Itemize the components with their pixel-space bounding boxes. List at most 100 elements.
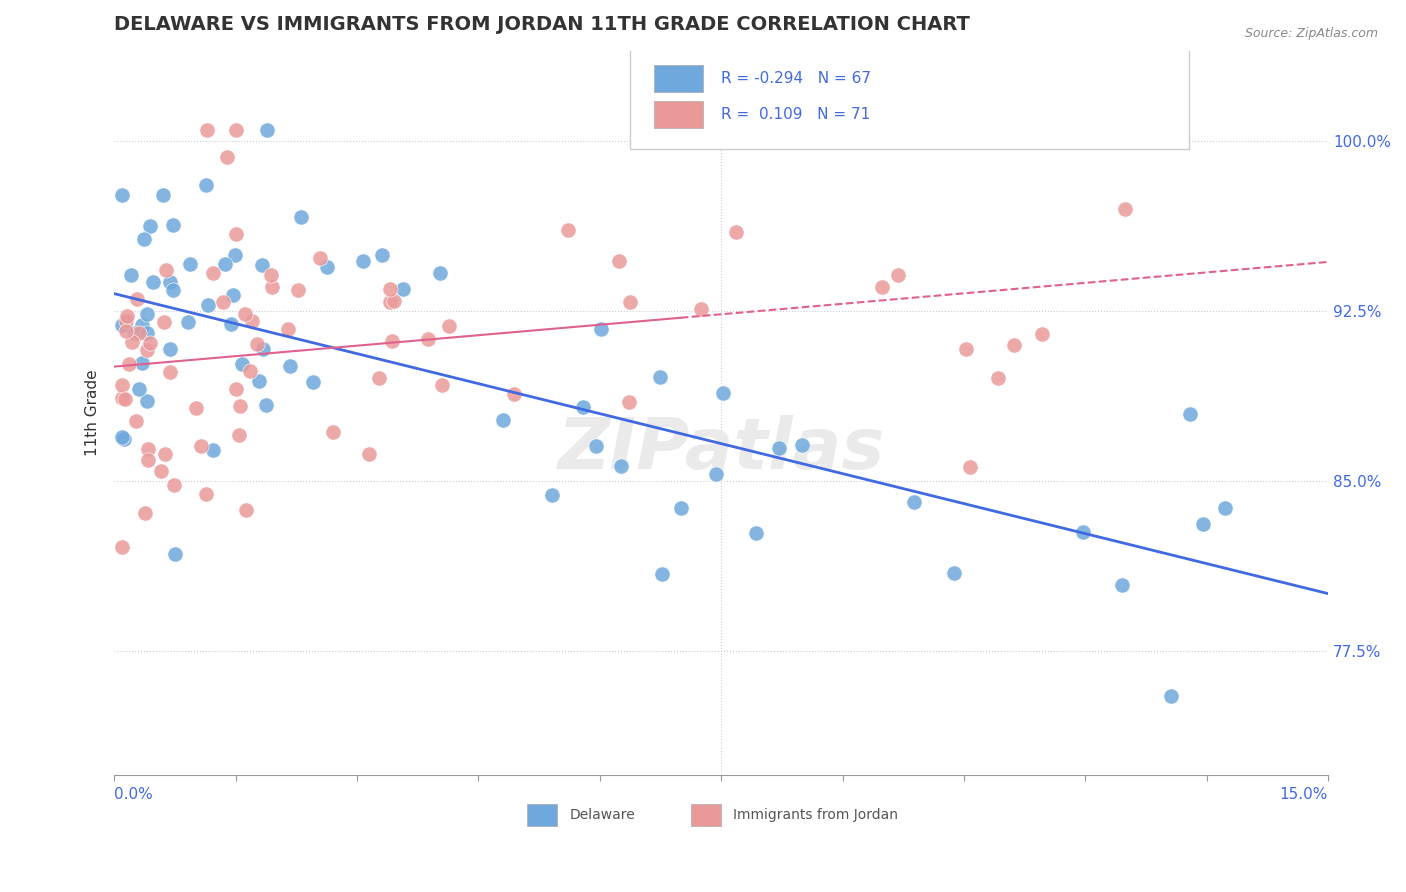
Point [619, 395, 641, 409]
Point [648, 369, 671, 384]
Text: R =  0.109   N = 71: R = 0.109 N = 71 [721, 107, 870, 122]
Point [159, 275, 181, 289]
Point [240, 314, 263, 328]
FancyBboxPatch shape [690, 805, 721, 826]
Point [111, 377, 134, 392]
Point [430, 378, 453, 392]
FancyBboxPatch shape [630, 47, 1188, 149]
Point [1160, 689, 1182, 703]
Point [111, 541, 134, 555]
Point [690, 302, 713, 317]
FancyBboxPatch shape [527, 805, 557, 826]
Point [115, 324, 138, 338]
Point [135, 394, 157, 409]
Point [235, 503, 257, 517]
Point [225, 227, 247, 241]
Point [370, 248, 392, 262]
Point [159, 365, 181, 379]
Point [177, 315, 200, 329]
Point [357, 447, 380, 461]
Point [1213, 500, 1236, 515]
Point [120, 268, 142, 282]
Point [150, 464, 173, 478]
Point [163, 547, 186, 561]
Point [118, 357, 141, 371]
Point [114, 392, 136, 407]
Point [309, 251, 332, 265]
Point [197, 298, 219, 312]
Point [111, 392, 134, 406]
Point [134, 232, 156, 246]
Point [128, 326, 150, 340]
Point [1180, 407, 1202, 421]
Point [706, 467, 728, 481]
Point [195, 123, 218, 137]
Point [231, 358, 253, 372]
Point [619, 294, 641, 309]
Point [179, 257, 201, 271]
Point [671, 501, 693, 516]
Point [136, 442, 159, 457]
Point [277, 322, 299, 336]
Point [381, 334, 404, 348]
Point [121, 335, 143, 350]
Point [1114, 202, 1136, 216]
Point [368, 371, 391, 385]
Point [987, 371, 1010, 385]
Point [870, 280, 893, 294]
Point [115, 309, 138, 323]
Point [249, 374, 271, 388]
Point [238, 364, 260, 378]
Point [124, 414, 146, 428]
Point [429, 266, 451, 280]
Point [139, 219, 162, 234]
Point [159, 342, 181, 356]
Point [290, 211, 312, 225]
Point [745, 526, 768, 541]
FancyBboxPatch shape [654, 64, 703, 92]
Point [418, 332, 440, 346]
Point [131, 318, 153, 332]
Point [111, 430, 134, 444]
Point [225, 383, 247, 397]
Point [278, 359, 301, 373]
Point [222, 288, 245, 302]
Point [591, 321, 613, 335]
Point [136, 326, 159, 341]
Point [194, 486, 217, 500]
Point [1192, 517, 1215, 532]
Point [217, 150, 239, 164]
Point [380, 282, 402, 296]
Point [153, 315, 176, 329]
Point [651, 566, 673, 581]
Point [224, 248, 246, 262]
Point [609, 254, 631, 268]
Point [287, 283, 309, 297]
Text: Delaware: Delaware [569, 808, 636, 822]
Point [225, 123, 247, 137]
Point [190, 439, 212, 453]
Point [439, 318, 461, 333]
Point [131, 355, 153, 369]
Point [316, 260, 339, 274]
Point [250, 258, 273, 272]
Text: ZIPatlas: ZIPatlas [557, 415, 884, 483]
Point [352, 254, 374, 268]
Point [127, 292, 149, 306]
Point [201, 266, 224, 280]
Point [382, 294, 405, 309]
Point [903, 495, 925, 509]
Point [152, 188, 174, 202]
Text: R = -0.294   N = 67: R = -0.294 N = 67 [721, 70, 872, 86]
Point [262, 279, 284, 293]
Point [124, 326, 146, 340]
Point [256, 123, 278, 137]
Point [1031, 327, 1053, 342]
Point [540, 488, 562, 502]
Point [233, 307, 256, 321]
Point [768, 442, 790, 456]
Point [194, 178, 217, 192]
Point [1073, 524, 1095, 539]
Point [585, 439, 607, 453]
Point [254, 398, 277, 412]
